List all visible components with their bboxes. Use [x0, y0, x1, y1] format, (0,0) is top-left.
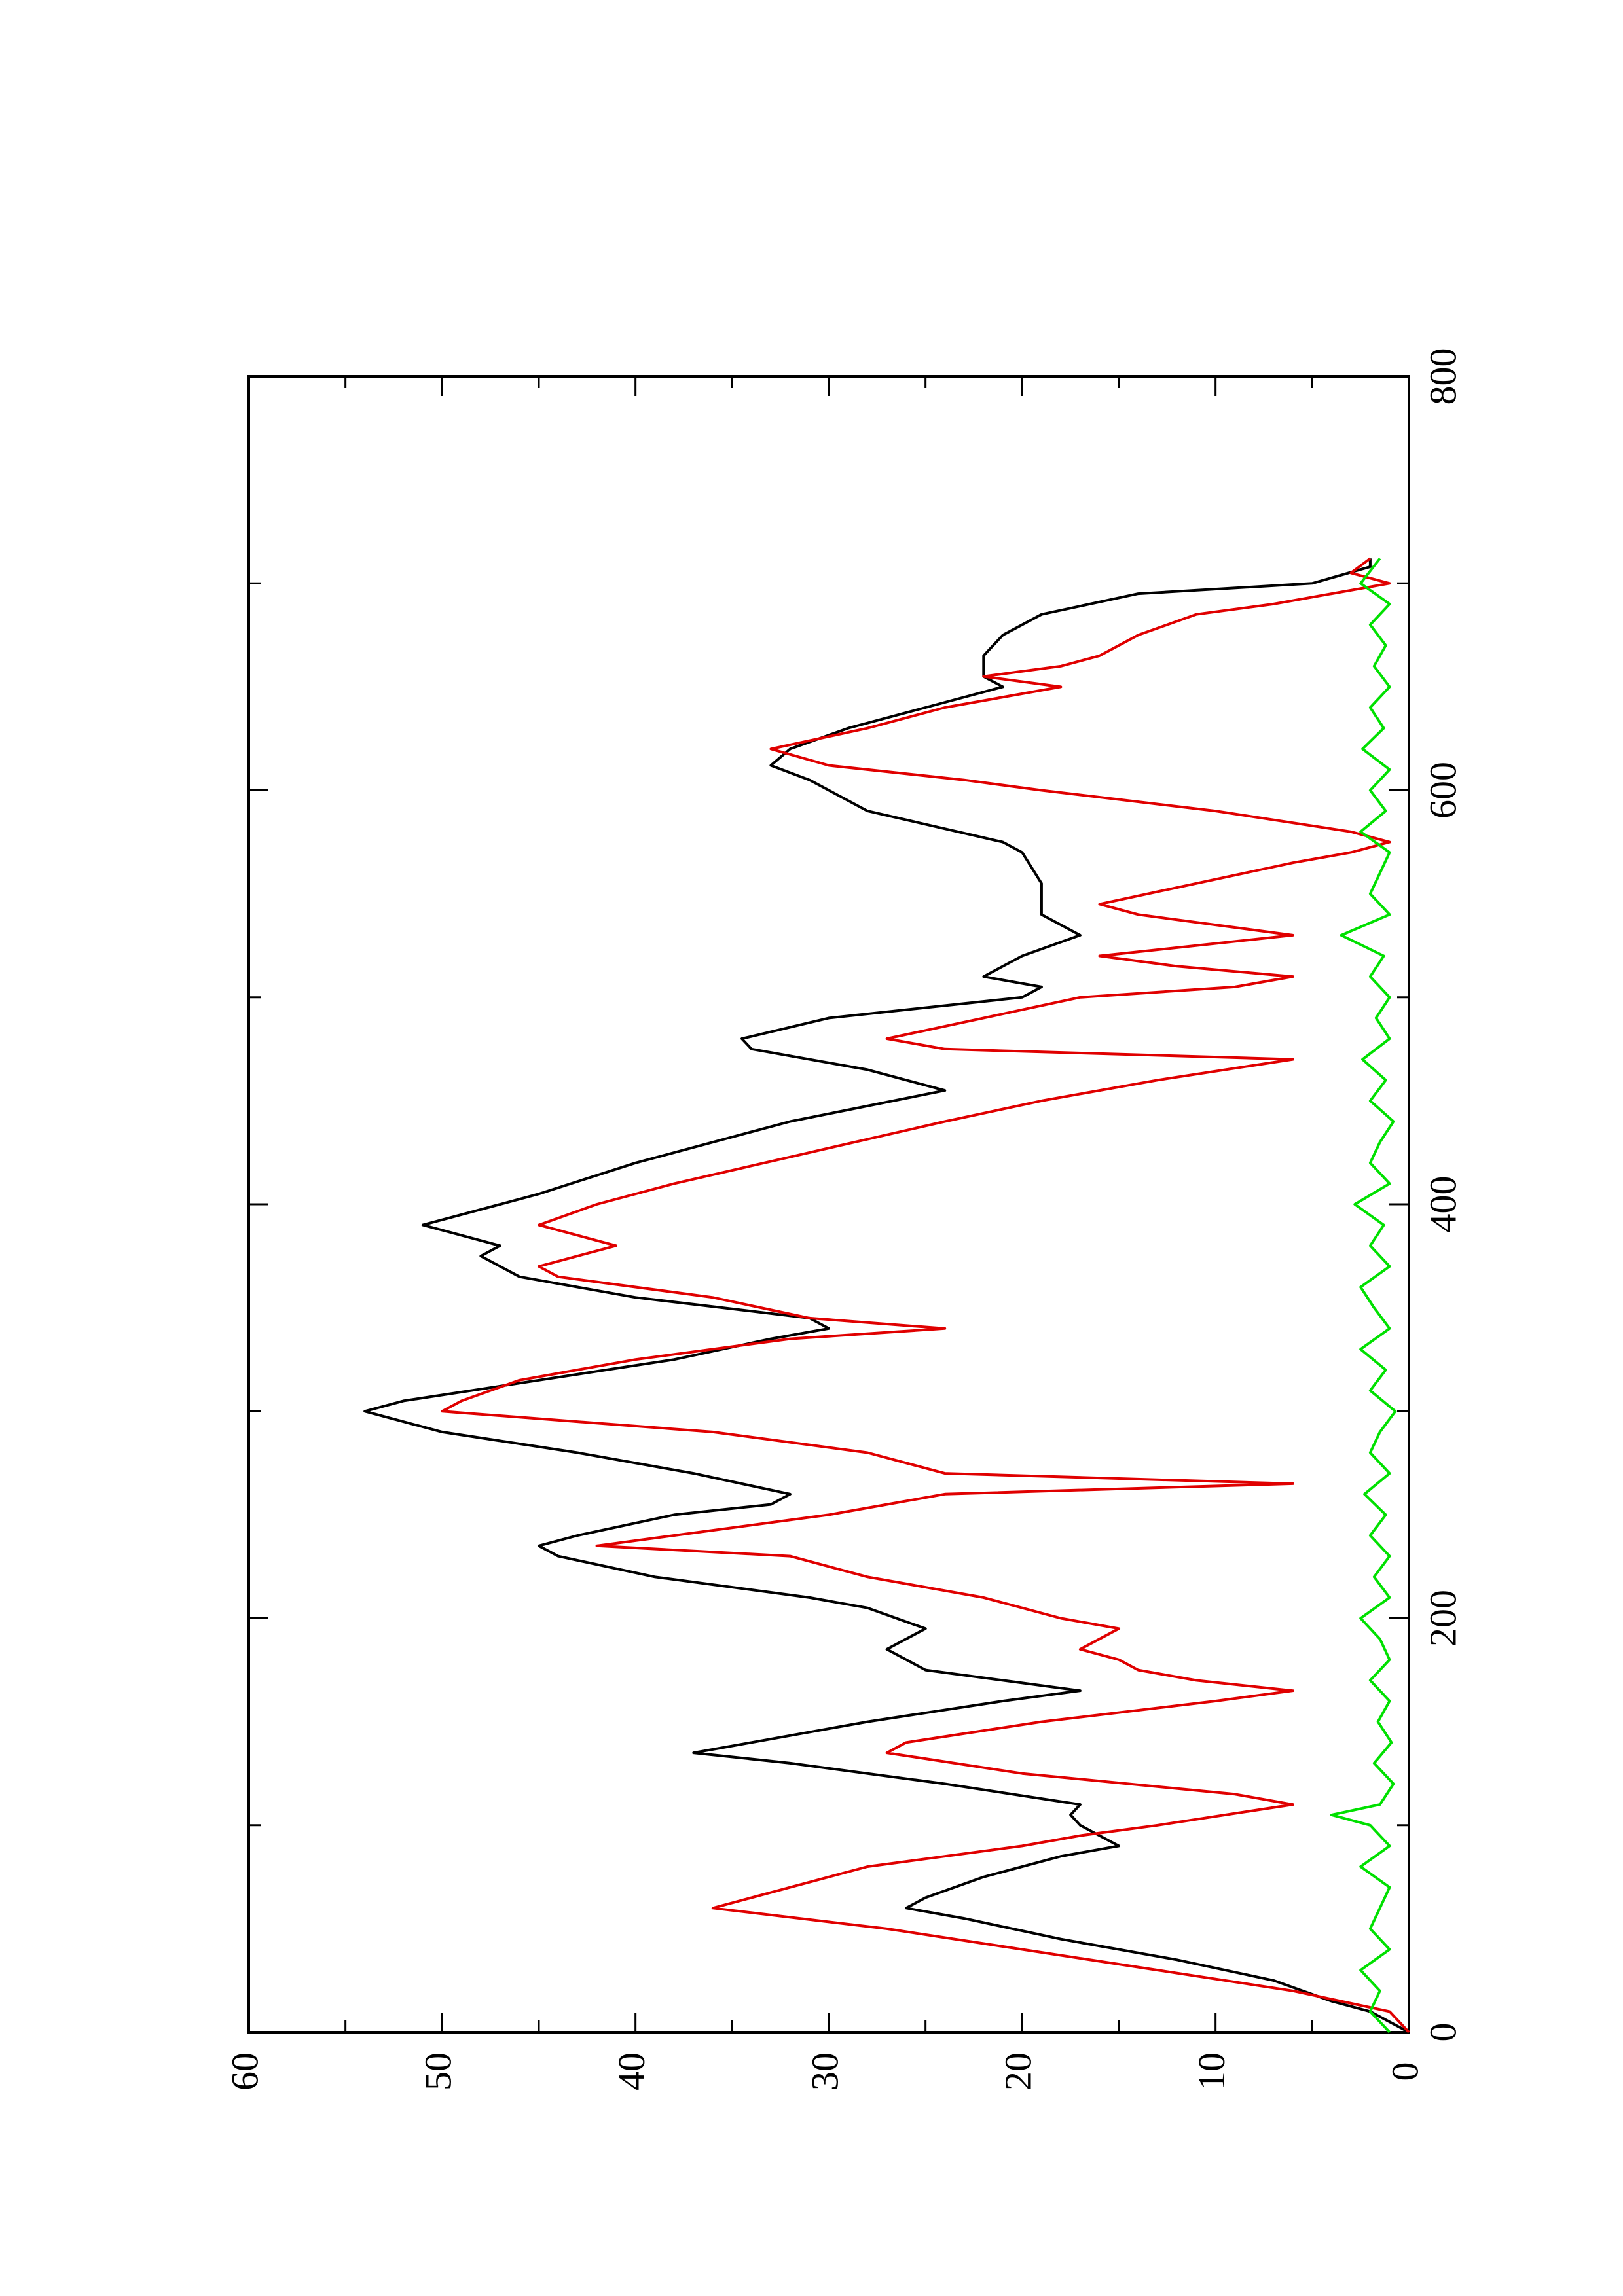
y-tick-label: 20 — [997, 2053, 1040, 2090]
series-line-1 — [363, 558, 1410, 2034]
y-tick-label: 40 — [610, 2053, 653, 2090]
y-tick-label: 30 — [803, 2053, 846, 2090]
y-tick-label: 0 — [1383, 2062, 1426, 2081]
y-tick-label: 60 — [223, 2053, 266, 2090]
y-tick-label: 50 — [417, 2053, 460, 2090]
series-line-2 — [441, 557, 1410, 2034]
x-tick-label: 0 — [1421, 2023, 1464, 2042]
y-tick-label: 10 — [1190, 2053, 1233, 2090]
series-lines — [363, 557, 1410, 2034]
x-tick-label: 800 — [1421, 348, 1464, 405]
tick-marks — [247, 375, 1410, 2034]
plot-frame — [247, 375, 1410, 2034]
x-tick-label: 400 — [1421, 1176, 1464, 1233]
x-tick-label: 600 — [1421, 762, 1464, 819]
x-tick-label: 200 — [1421, 1590, 1464, 1647]
tick-labels: 0 200 400 600 800 0 10 20 30 40 50 60 — [223, 348, 1464, 2091]
series-line-3 — [1330, 558, 1397, 2034]
